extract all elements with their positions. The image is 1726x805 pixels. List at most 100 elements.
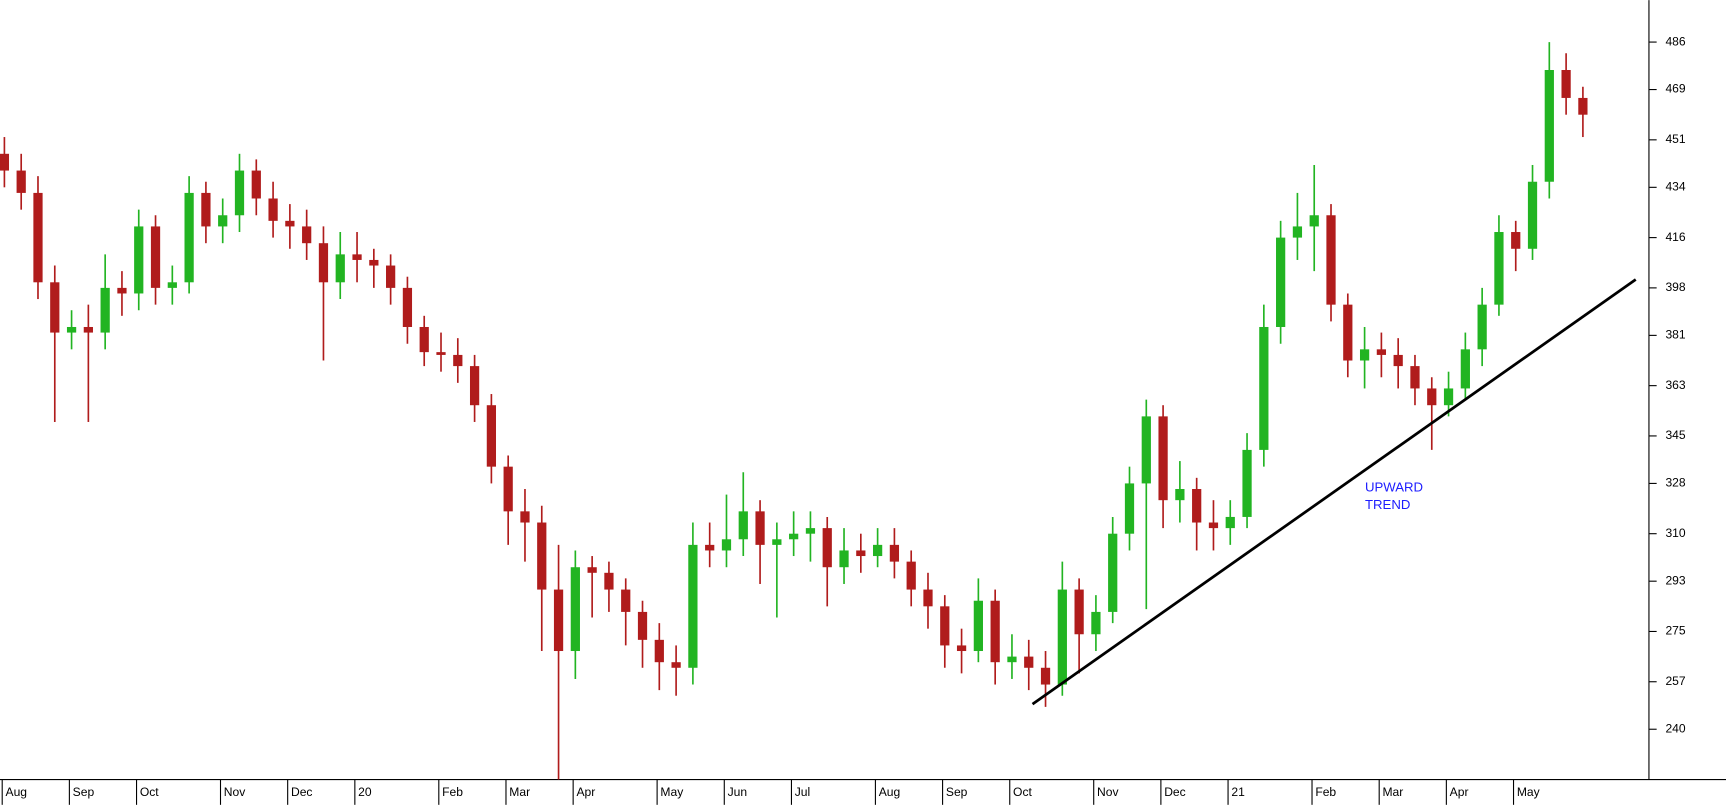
x-tick-label: Jun (728, 785, 748, 799)
candle-body (83, 326, 93, 333)
candle-body (872, 544, 883, 557)
candle-body (1561, 70, 1571, 98)
candle-body (1410, 366, 1420, 389)
annotation: UPWARD (1365, 479, 1423, 494)
candle-body (1175, 489, 1185, 501)
candle-body (453, 354, 463, 367)
candle-body (1376, 349, 1387, 355)
candle-body (1024, 656, 1034, 668)
x-tick-label: Mar (1382, 785, 1403, 799)
x-tick-label: 21 (1231, 785, 1245, 799)
y-tick-label: 416 (1665, 230, 1685, 244)
candle-body (772, 539, 782, 545)
candle-body (1007, 656, 1017, 663)
x-tick-label: Feb (1315, 785, 1336, 799)
candle-body (1158, 416, 1168, 501)
candle-body (302, 226, 312, 244)
y-tick-label: 275 (1665, 624, 1685, 638)
y-tick-label: 398 (1665, 280, 1685, 294)
candle-body (1544, 70, 1554, 182)
candle-body (285, 220, 295, 227)
candle-body (956, 645, 967, 652)
candle-body (1292, 226, 1303, 238)
x-tick-label: Apr (1450, 785, 1469, 799)
candle-body (755, 511, 765, 545)
candle-body (469, 366, 480, 406)
x-tick-label: Dec (291, 785, 313, 799)
y-tick-label: 451 (1665, 132, 1685, 146)
candle-body (671, 662, 681, 668)
candle-body (1511, 232, 1521, 249)
x-tick-label: Feb (442, 785, 463, 799)
x-tick-label: 20 (358, 785, 372, 799)
y-tick-label: 257 (1665, 674, 1685, 688)
candle-body (150, 226, 161, 288)
candle-body (16, 170, 26, 193)
candle-body (1242, 449, 1252, 517)
candle-body (906, 561, 916, 590)
candle-body (1460, 349, 1470, 389)
candle-body (419, 326, 429, 353)
candle-body (1225, 516, 1235, 529)
y-tick-label: 381 (1665, 328, 1685, 342)
candle-body (738, 511, 748, 540)
candle-body (1443, 388, 1454, 406)
y-tick-label: 328 (1665, 476, 1685, 490)
candle-body (1578, 97, 1588, 115)
x-tick-label: Apr (576, 785, 595, 799)
x-tick-label: Aug (879, 785, 901, 799)
candle-body (654, 639, 664, 663)
candle-body (1427, 388, 1437, 406)
x-tick-label: May (660, 785, 684, 799)
candle-body (369, 259, 379, 266)
candle-body (335, 254, 345, 283)
candle-body (66, 326, 77, 333)
candle-body (1057, 589, 1067, 685)
candle-body (1494, 232, 1504, 305)
candle-body (604, 572, 614, 590)
candle-body (436, 352, 446, 355)
trend-line (1031, 278, 1637, 706)
candle-body (0, 153, 10, 171)
x-tick-label: Sep (946, 785, 968, 799)
candle-body (688, 544, 698, 668)
candle-body (1309, 215, 1319, 227)
x-tick-label: May (1517, 785, 1541, 799)
candle-body (234, 170, 245, 216)
candle-body (1259, 326, 1269, 450)
candle-body (134, 226, 144, 294)
candle-body (1108, 533, 1118, 612)
y-tick-label: 486 (1665, 34, 1685, 48)
candle-body (1527, 181, 1538, 249)
candle-body (1040, 667, 1051, 685)
candle-body (50, 282, 60, 333)
y-tick-label: 469 (1665, 82, 1685, 96)
candle-body (637, 611, 648, 640)
candle-body (1477, 304, 1487, 350)
candle-body (1091, 611, 1101, 635)
candle-body (33, 192, 43, 283)
x-tick-label: Oct (140, 785, 159, 799)
candle-body (570, 567, 580, 652)
candle-body (167, 282, 177, 288)
candle-body (1393, 354, 1403, 367)
x-tick-label: Mar (509, 785, 530, 799)
annotation: TREND (1365, 497, 1410, 512)
candle-body (1359, 349, 1370, 361)
candle-body (251, 170, 261, 199)
candle-body (352, 254, 362, 260)
candle-body (822, 528, 832, 568)
y-tick-label: 363 (1665, 378, 1685, 392)
candle-body (201, 192, 211, 227)
candle-body (100, 287, 110, 333)
candle-body (537, 522, 547, 590)
candle-body (923, 589, 933, 607)
candle-body (889, 544, 900, 562)
candle-body (318, 243, 329, 283)
candle-body (973, 600, 983, 652)
candle-body (805, 528, 816, 534)
candle-body (386, 265, 396, 288)
candle-body (1343, 304, 1353, 361)
candle-body (520, 511, 530, 523)
